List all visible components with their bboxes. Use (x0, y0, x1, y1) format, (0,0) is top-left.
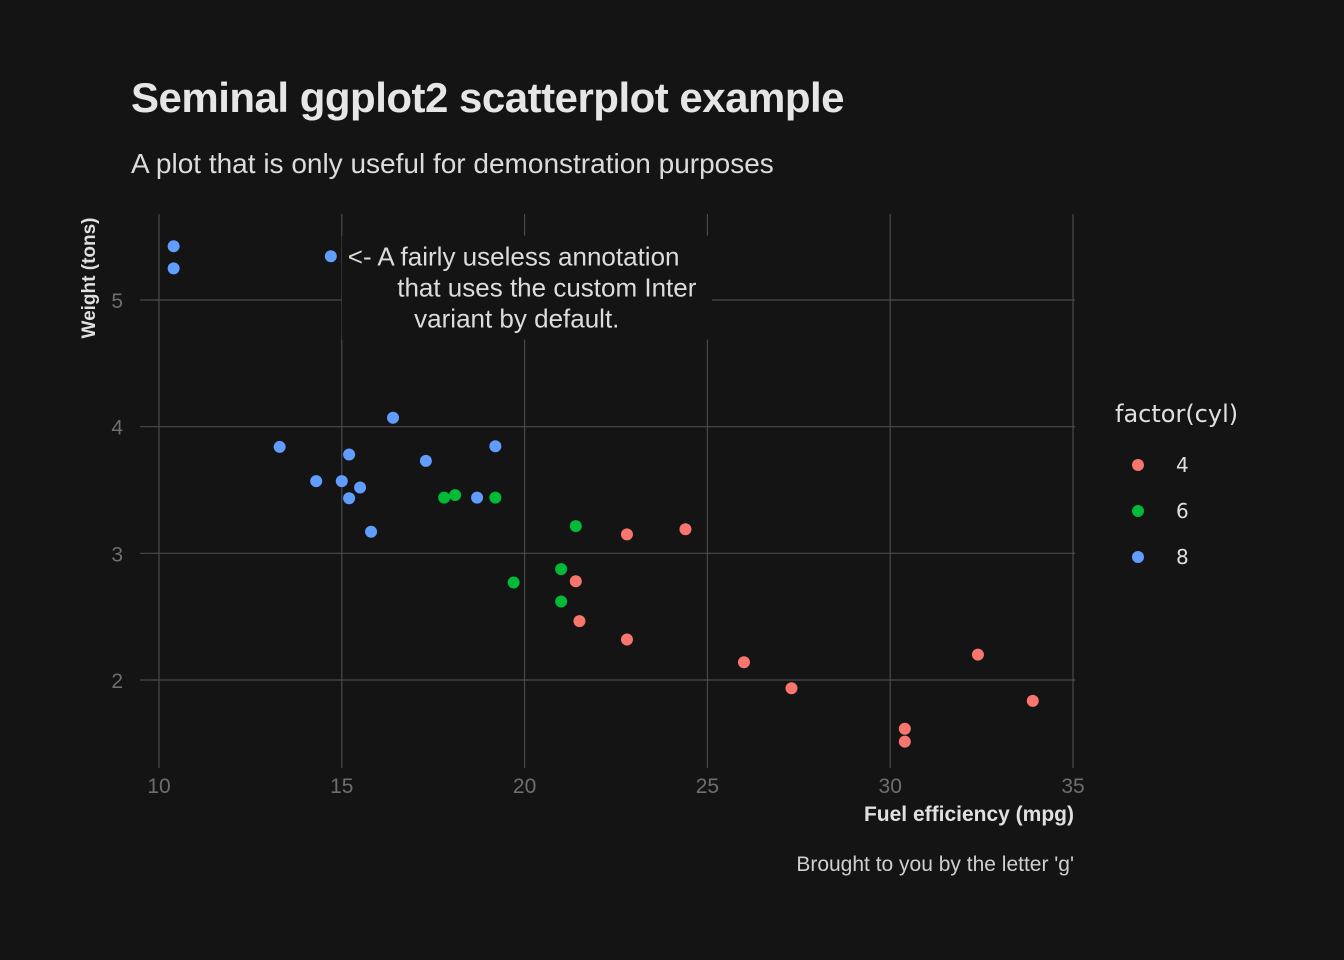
data-point-cyl-6 (449, 489, 462, 502)
legend-label-8: 8 (1176, 545, 1189, 569)
data-point-cyl-8 (386, 411, 399, 424)
data-point-cyl-8 (167, 262, 180, 275)
data-point-cyl-4 (620, 633, 633, 646)
legend-item-8: 8 (1115, 534, 1238, 580)
data-point-cyl-4 (737, 656, 750, 669)
data-point-cyl-8 (310, 475, 323, 488)
x-tick-label: 20 (513, 775, 536, 798)
data-point-cyl-4 (569, 575, 582, 588)
data-point-cyl-4 (573, 615, 586, 628)
data-point-cyl-4 (1026, 694, 1039, 707)
x-tick-label: 15 (330, 775, 353, 798)
legend: factor(cyl) 4 6 8 (1115, 400, 1238, 580)
x-tick-label: 35 (1061, 775, 1084, 798)
chart-title: Seminal ggplot2 scatterplot example (131, 74, 845, 121)
legend-item-4: 4 (1115, 442, 1238, 488)
legend-item-6: 6 (1115, 488, 1238, 534)
data-point-cyl-8 (343, 492, 356, 505)
chart-subtitle: A plot that is only useful for demonstra… (131, 148, 774, 179)
legend-label-4: 4 (1176, 453, 1189, 477)
data-point-cyl-4 (620, 528, 633, 541)
data-point-cyl-6 (438, 491, 451, 504)
data-point-cyl-8 (354, 481, 367, 494)
chart-caption: Brought to you by the letter 'g' (796, 853, 1074, 876)
data-point-cyl-6 (569, 520, 582, 533)
data-point-cyl-4 (785, 682, 798, 695)
data-point-cyl-4 (679, 523, 692, 536)
data-point-cyl-6 (555, 563, 568, 576)
data-point-cyl-4 (898, 722, 911, 735)
legend-key-4 (1132, 459, 1144, 471)
annotation-box (341, 235, 712, 340)
data-point-cyl-8 (273, 440, 286, 453)
legend-title: factor(cyl) (1115, 400, 1239, 428)
data-point-cyl-6 (555, 595, 568, 608)
data-point-cyl-8 (419, 454, 432, 467)
data-point-cyl-8 (324, 250, 337, 263)
x-tick-label: 25 (696, 775, 719, 798)
data-point-cyl-6 (489, 491, 502, 504)
data-point-cyl-8 (489, 440, 502, 453)
y-tick-label: 3 (111, 543, 123, 566)
legend-label-6: 6 (1176, 499, 1189, 523)
data-point-cyl-8 (471, 491, 484, 504)
annotation-text-line: that uses the custom Inter (397, 273, 696, 303)
x-tick-label: 10 (147, 775, 170, 798)
y-tick-label: 5 (111, 290, 123, 313)
data-point-cyl-8 (335, 475, 348, 488)
y-tick-label: 4 (111, 417, 123, 440)
legend-key-8 (1132, 551, 1144, 563)
data-point-cyl-8 (343, 448, 356, 461)
x-axis-label: Fuel efficiency (mpg) (863, 803, 1074, 826)
annotation-text-line: variant by default. (414, 304, 619, 334)
data-point-cyl-8 (365, 525, 378, 538)
legend-key-6 (1132, 505, 1144, 517)
y-axis-label: Weight (tons) (79, 217, 100, 339)
y-tick-label: 2 (111, 670, 123, 693)
data-point-cyl-6 (507, 576, 520, 589)
x-tick-label: 30 (879, 775, 902, 798)
data-point-cyl-4 (971, 648, 984, 661)
data-point-cyl-8 (167, 240, 180, 253)
annotation-text-line: <- A fairly useless annotation (348, 242, 680, 272)
data-point-cyl-4 (898, 735, 911, 748)
